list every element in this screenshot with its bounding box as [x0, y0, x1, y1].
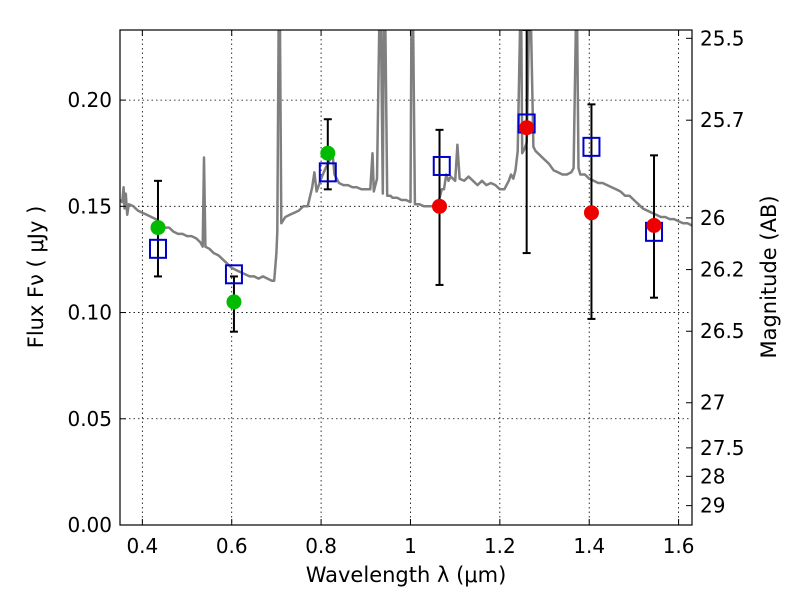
y2-tick-label: 29 [700, 494, 725, 518]
data-point-circle [320, 145, 336, 161]
data-point-circle [646, 217, 662, 233]
x-tick-label: 1.2 [484, 534, 516, 558]
data-point-square [148, 238, 167, 259]
y-tick-label: 0.00 [67, 513, 112, 537]
data-point-circle [519, 120, 535, 136]
y-tick-label: 0.20 [67, 88, 112, 112]
x-tick-label: 1.6 [663, 534, 695, 558]
x-axis-ticks: 0.4 0.6 0.8 1 1.2 1.4 1.6 [126, 30, 695, 558]
y2-tick-label: 27 [700, 391, 725, 415]
spectrum-layer [120, 30, 692, 282]
y-tick-label: 0.10 [67, 301, 112, 325]
plot-background [120, 30, 692, 525]
x-tick-label: 1.4 [573, 534, 605, 558]
data-point-square [318, 162, 337, 183]
y-axis-ticks: 0.00 0.05 0.10 0.15 0.20 [67, 88, 126, 537]
x-axis-label: Wavelength λ (μm) [306, 563, 507, 587]
data-point-square [582, 136, 601, 157]
x-tick-label: 0.6 [216, 534, 248, 558]
plot-frame [119, 29, 693, 526]
y-axis-label: Flux Fν ( μJy ) [24, 206, 48, 349]
y2-axis-ticks: 25.5 25.7 26 26.2 26.5 27 27.5 28 29 [686, 26, 745, 518]
data-point-circle [226, 294, 242, 310]
y2-axis-label: Magnitude (AB) [757, 195, 781, 358]
spectrum-line [120, 30, 692, 282]
y-tick-label: 0.15 [67, 194, 112, 218]
data-point-circle [150, 220, 166, 236]
data-point-circle [432, 198, 448, 214]
x-tick-label: 0.4 [126, 534, 158, 558]
y2-tick-label: 25.5 [700, 26, 745, 50]
y2-tick-label: 28 [700, 464, 725, 488]
y2-tick-label: 27.5 [700, 436, 745, 460]
marker-layer [148, 113, 664, 310]
x-tick-label: 1 [404, 534, 417, 558]
data-point-circle [583, 205, 599, 221]
y-tick-label: 0.05 [67, 407, 112, 431]
y2-tick-label: 26 [700, 206, 725, 230]
x-tick-label: 0.8 [305, 534, 337, 558]
y2-tick-label: 26.2 [700, 258, 745, 282]
data-point-square [432, 155, 451, 176]
y2-tick-label: 26.5 [700, 319, 745, 343]
data-point-square [224, 264, 243, 285]
y2-tick-label: 25.7 [700, 108, 745, 132]
